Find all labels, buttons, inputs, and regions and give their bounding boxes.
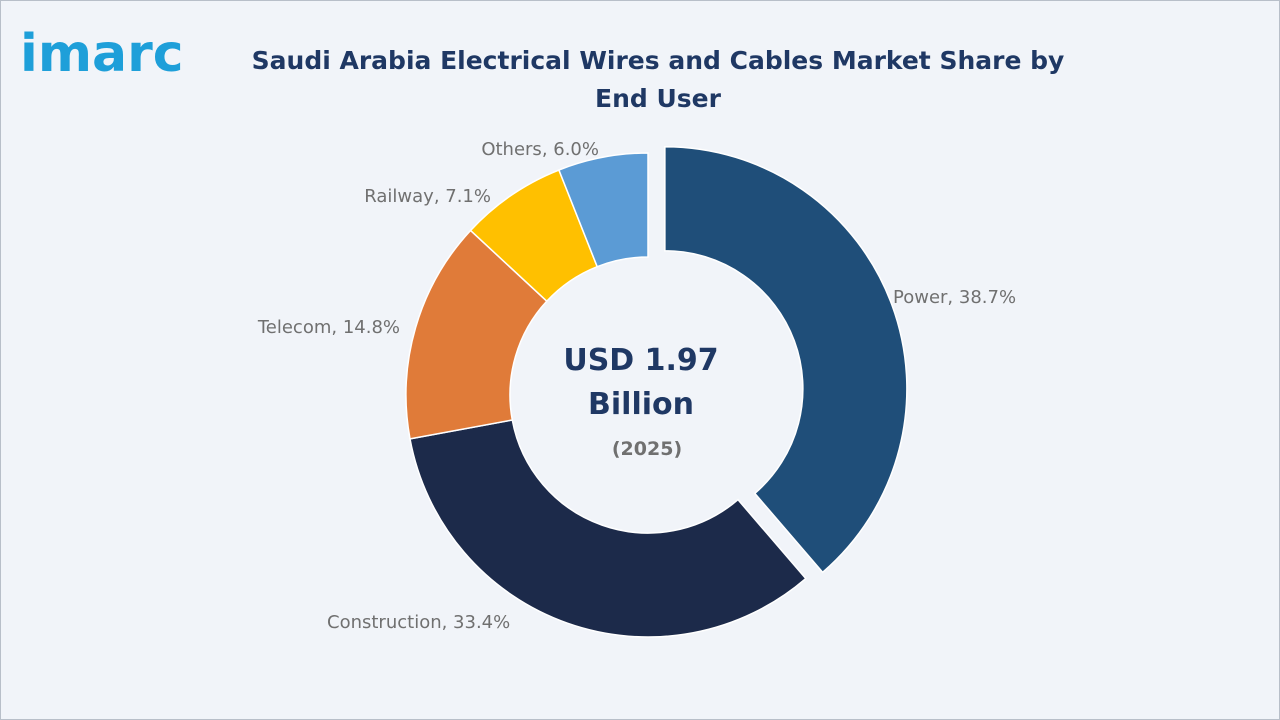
slice-label-telecom: Telecom, 14.8% — [257, 317, 400, 338]
center-text: USD 1.97 Billion (2025) — [563, 343, 718, 460]
imarc-logo: imarc — [20, 24, 184, 84]
slice-construction — [409, 419, 807, 638]
slice-label-railway: Railway, 7.1% — [364, 186, 491, 207]
slice-label-power: Power, 38.7% — [893, 287, 1016, 308]
center-year: (2025) — [612, 438, 682, 460]
chart-title: Saudi Arabia Electrical Wires and Cables… — [251, 46, 1065, 113]
slice-label-others: Others, 6.0% — [481, 139, 599, 160]
center-value-line1: USD 1.97 — [563, 343, 718, 378]
center-value-line2: Billion — [588, 387, 694, 422]
slice-others — [557, 152, 649, 268]
slices-group — [405, 145, 908, 638]
labels-group: Power, 38.7% Construction, 33.4% Telecom, … — [257, 139, 1016, 633]
slice-power — [664, 145, 908, 574]
slice-label-construction: Construction, 33.4% — [327, 612, 510, 633]
